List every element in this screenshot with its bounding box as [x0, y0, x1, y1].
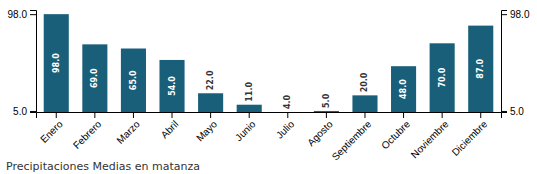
tick-mark: [364, 112, 365, 118]
data-labels: 98.0 69.0 65.0 54.0 22.0 11.0 4.0 5.0 20.0 48.0 70…: [52, 53, 485, 109]
bar: [275, 112, 300, 113]
title: Precipitaciones Medias en matanza: [6, 160, 200, 173]
bar: [44, 14, 69, 112]
tick-mark: [30, 14, 36, 15]
bar: [121, 49, 146, 112]
tick-mark: [326, 112, 327, 118]
chart: EneroFebrero Marzo Abril Mayo Junio Julio Agos…: [0, 0, 537, 174]
data-label: 5.0: [322, 93, 331, 108]
tick-mark: [30, 111, 36, 112]
tick-label: Enero: [38, 118, 65, 145]
y-axis: 5.0 98.0: [8, 9, 37, 117]
tick-label: Junio: [233, 118, 258, 143]
tick-mark: [480, 112, 481, 118]
bar: [352, 95, 377, 112]
data-label: 11.0: [245, 82, 254, 102]
axis-line: [30, 11, 37, 113]
x-axis: EneroFebrero Marzo Abril Mayo Junio Julio Agos…: [37, 112, 502, 162]
tick: Septiembre: [330, 112, 374, 162]
bar: [314, 111, 339, 112]
tick-label: 5.0: [510, 106, 524, 117]
data-label: 70.0: [438, 67, 447, 87]
tick-label: Septiembre: [330, 118, 374, 162]
tick-label: Octubre: [379, 118, 412, 151]
tick: 5.0: [501, 106, 524, 117]
tick: 5.0: [13, 106, 36, 117]
tick-mark: [501, 111, 507, 112]
axis-line: [37, 113, 502, 119]
data-label: 22.0: [206, 70, 215, 90]
tick: Junio: [233, 112, 258, 143]
data-label: 98.0: [52, 53, 61, 73]
data-label: 69.0: [90, 68, 99, 88]
tick-label: Mayo: [194, 118, 219, 143]
data-label: 4.0: [283, 94, 292, 109]
data-label: 48.0: [399, 79, 408, 99]
tick: Agosto: [305, 112, 335, 148]
tick-mark: [94, 112, 95, 118]
bar: [430, 43, 455, 112]
bar: [237, 105, 262, 112]
tick-label: Febrero: [71, 118, 104, 151]
tick: 98.0: [501, 9, 530, 20]
tick: Julio: [274, 112, 297, 141]
y-axis-right: 5.0 98.0: [501, 9, 530, 117]
tick: Mayo: [194, 112, 219, 143]
tick-label: Agosto: [305, 118, 335, 148]
bar: [82, 44, 107, 112]
tick: Enero: [38, 112, 65, 145]
tick-mark: [133, 112, 134, 118]
tick-label: Diciembre: [450, 118, 490, 158]
data-label: 20.0: [360, 72, 369, 92]
tick-label: 5.0: [13, 106, 27, 117]
tick: Marzo: [114, 112, 142, 146]
tick: Abril: [159, 112, 181, 140]
tick-mark: [287, 112, 288, 118]
tick-label: Noviembre: [409, 118, 451, 160]
bar: [468, 26, 493, 112]
tick: Febrero: [71, 112, 104, 151]
bar: [391, 66, 416, 112]
tick-label: Julio: [274, 118, 297, 141]
data-label: 65.0: [129, 70, 138, 90]
tick: 98.0: [8, 9, 36, 20]
tick: Octubre: [379, 112, 412, 151]
data-label: 54.0: [168, 76, 177, 96]
tick-mark: [172, 112, 173, 118]
tick-label: 98.0: [8, 9, 28, 20]
tick-mark: [442, 112, 443, 118]
data-label: 87.0: [476, 59, 485, 79]
tick-mark: [210, 112, 211, 118]
axis-line: [502, 11, 508, 113]
tick-label: 98.0: [510, 9, 530, 20]
bar: [198, 93, 223, 112]
tick-label: Marzo: [114, 118, 142, 146]
tick-mark: [249, 112, 250, 118]
tick-mark: [501, 14, 507, 15]
tick-mark: [56, 112, 57, 118]
plot-area: [44, 14, 494, 112]
tick-mark: [403, 112, 404, 118]
bar: [159, 60, 184, 112]
tick-label: Abril: [159, 118, 181, 140]
tick: Diciembre: [450, 112, 490, 158]
tick: Noviembre: [409, 112, 451, 160]
